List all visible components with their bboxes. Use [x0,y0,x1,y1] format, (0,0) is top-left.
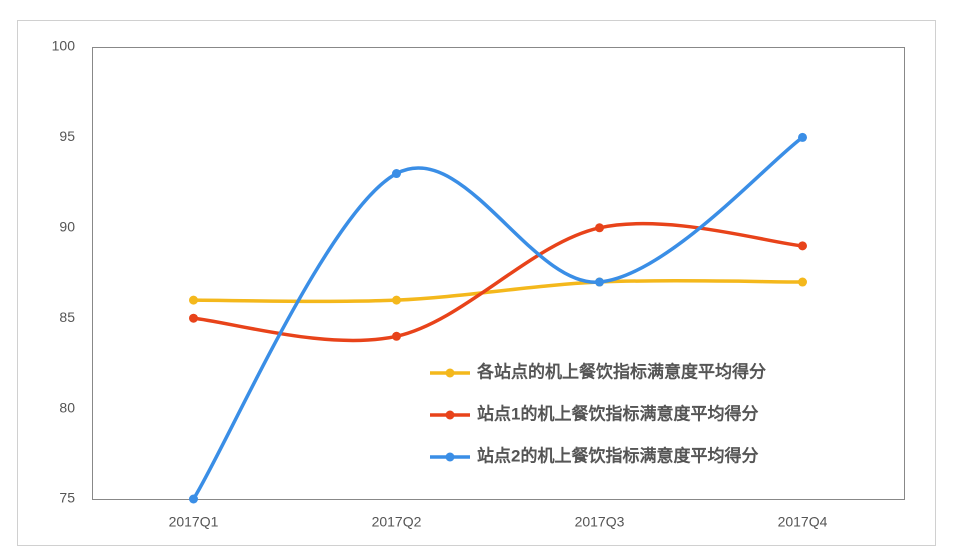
y-tick-label: 80 [59,399,75,415]
data-point [189,494,198,504]
x-tick-label: 2017Q2 [372,514,422,530]
data-point [595,223,604,233]
y-tick-label: 100 [52,38,76,54]
series-line [191,135,805,501]
legend-marker [445,410,455,420]
data-point [392,331,401,341]
legend-text: 各站点的机上餐饮指标满意度平均得分 [476,361,766,381]
legend-text: 站点2的机上餐饮指标满意度平均得分 [477,445,758,465]
series-line [191,221,805,343]
data-point [595,277,604,287]
legend-text: 站点1的机上餐饮指标满意度平均得分 [477,403,758,423]
y-tick-label: 75 [59,490,75,506]
x-tick-label: 2017Q3 [575,514,625,530]
plot-border [92,47,905,500]
data-point [189,313,198,323]
legend-marker [445,368,455,378]
series-line [191,278,805,304]
x-tick-label: 2017Q4 [778,514,828,530]
y-tick-label: 95 [59,128,75,144]
y-tick-label: 90 [59,219,75,235]
data-point [392,295,401,305]
data-point [392,169,401,179]
data-point [798,132,807,142]
data-point [798,241,807,251]
data-point [189,295,198,305]
data-point [798,277,807,287]
legend-marker [445,452,455,462]
x-tick-label: 2017Q1 [169,514,219,530]
y-tick-label: 85 [59,309,75,325]
